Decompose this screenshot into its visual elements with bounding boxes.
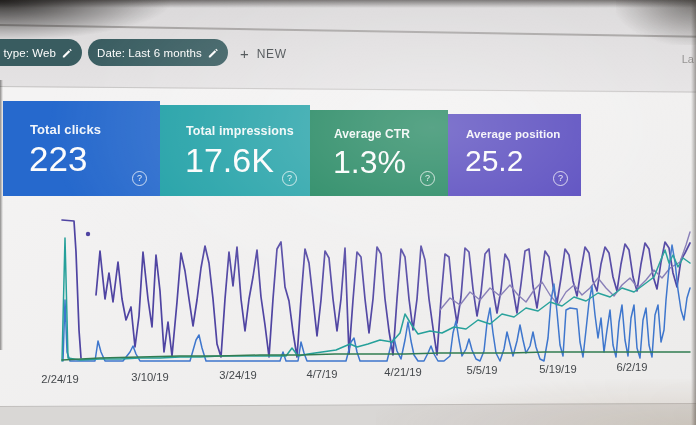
photo-glare xyxy=(0,0,696,425)
search-console-performance-page: type: Web Date: Last 6 months + NEW La T… xyxy=(0,0,696,425)
